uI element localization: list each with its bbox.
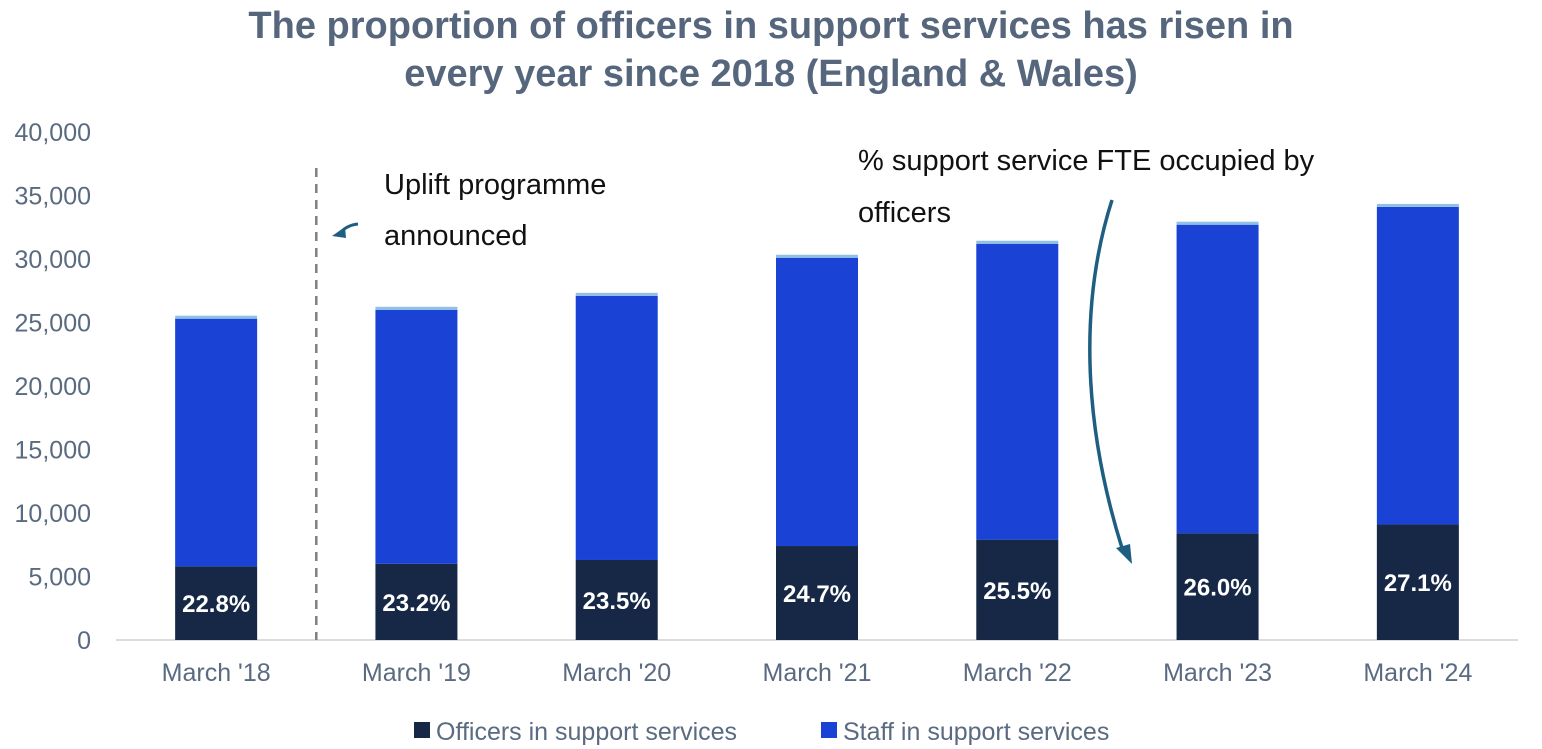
bar-staff [1176, 224, 1259, 534]
y-tick-label: 30,000 [15, 246, 91, 274]
legend: Officers in support services Staff in su… [414, 718, 1109, 746]
chart-title-line-1: The proportion of officers in support se… [248, 5, 1294, 47]
bar-officers [976, 539, 1059, 640]
bar-staff [1376, 206, 1459, 525]
y-tick-label: 25,000 [15, 310, 91, 338]
x-tick-label: March '23 [1163, 659, 1272, 687]
y-tick-label: 35,000 [15, 183, 91, 211]
data-label: 26.0% [1184, 575, 1252, 602]
legend-swatch-staff [821, 722, 837, 738]
x-axis: March '18 March '19 March '20 March '21 Marc… [162, 659, 1473, 687]
bar-top-cap [776, 254, 858, 258]
y-tick-label: 20,000 [15, 373, 91, 401]
chart-title: The proportion of officers in support se… [0, 2, 1542, 98]
trend-arrow-icon [1088, 199, 1124, 549]
trend-arrowhead-icon [1116, 544, 1132, 564]
bar-top-cap [175, 315, 258, 319]
bar-top-cap [976, 240, 1059, 244]
x-tick-label: March '19 [362, 659, 471, 687]
bar-staff [375, 309, 458, 564]
pct-annotation-line-2: officers [858, 197, 951, 229]
y-tick-label: 5,000 [28, 564, 91, 592]
bar-staff [175, 318, 258, 567]
y-tick-label: 0 [77, 627, 91, 655]
bar-officers [175, 566, 258, 640]
y-tick-label: 15,000 [15, 437, 91, 465]
y-tick-label: 40,000 [15, 119, 91, 147]
legend-label-staff: Staff in support services [843, 718, 1109, 746]
bar-top-cap [1376, 203, 1459, 207]
data-label: 25.5% [983, 578, 1051, 605]
y-tick-label: 10,000 [15, 500, 91, 528]
x-tick-label: March '20 [562, 659, 671, 687]
pct-annotation-line-1: % support service FTE occupied by [858, 145, 1315, 177]
y-axis: 0 5,000 10,000 15,000 20,000 25,000 30,000 35,0… [15, 119, 91, 655]
data-label: 27.1% [1384, 570, 1452, 597]
bar-officers [776, 546, 858, 640]
uplift-annotation-line-2: announced [384, 220, 528, 252]
bar-top-cap [575, 292, 658, 296]
bar-staff [976, 243, 1059, 540]
bar-staff [776, 257, 858, 547]
x-tick-label: March '24 [1363, 659, 1472, 687]
legend-label-officers: Officers in support services [436, 718, 737, 746]
uplift-annotation-line-1: Uplift programme [384, 169, 606, 201]
data-label: 22.8% [182, 591, 250, 618]
chart-title-line-2: every year since 2018 (England & Wales) [404, 53, 1138, 95]
bar-officers [1376, 524, 1459, 640]
bar-top-cap [1176, 221, 1259, 225]
bar-officers [1176, 533, 1259, 640]
data-label: 23.2% [382, 590, 450, 617]
bar-officers [575, 559, 658, 640]
data-label: 24.7% [783, 581, 851, 608]
legend-swatch-officers [414, 722, 430, 738]
x-tick-label: March '18 [162, 659, 271, 687]
x-tick-label: March '22 [963, 659, 1072, 687]
bar-officers [375, 563, 458, 640]
uplift-arrowhead-icon [332, 227, 346, 238]
x-tick-label: March '21 [763, 659, 872, 687]
data-label: 23.5% [583, 588, 651, 615]
bar-staff [575, 295, 658, 560]
bars-group: 22.8% 23.2% 23.5% 24.7% 25.5% 26.0% 27.1% [175, 203, 1459, 640]
bar-top-cap [375, 306, 458, 310]
